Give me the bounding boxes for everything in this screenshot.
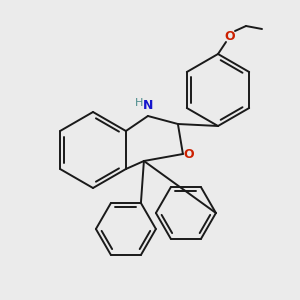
Text: N: N	[143, 99, 153, 112]
Text: H: H	[135, 98, 143, 108]
Text: O: O	[184, 148, 194, 160]
Text: O: O	[225, 29, 235, 43]
